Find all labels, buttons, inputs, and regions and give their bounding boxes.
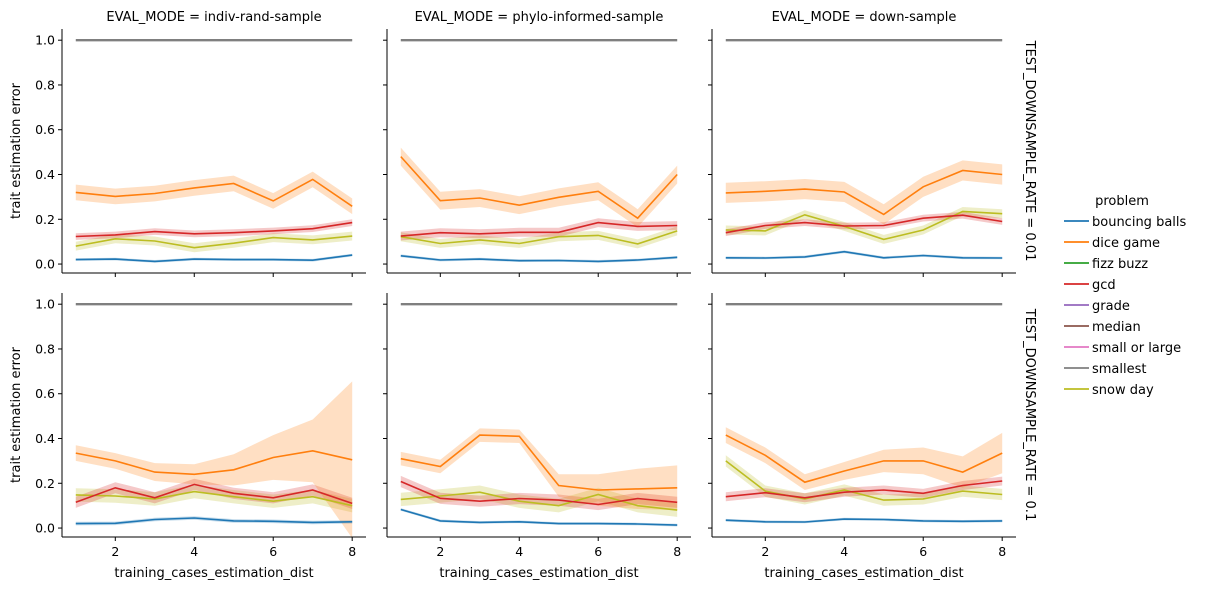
x-axis-title: training_cases_estimation_dist: [114, 566, 313, 581]
y-tick-label: 0.0: [35, 257, 55, 272]
series-line-snow-day: [725, 210, 1003, 241]
y-tick-label: 0.8: [35, 341, 55, 356]
confidence-band-gcd: [75, 219, 353, 240]
x-tick-label: 2: [436, 544, 444, 559]
series-line-gcd: [725, 480, 1003, 499]
x-tick-label: 2: [111, 544, 119, 559]
legend: problem bouncing balls dice game fizz buzz g…: [1064, 194, 1187, 398]
series-line-gcd: [400, 480, 678, 506]
y-tick-label: 1.0: [35, 33, 55, 48]
y-tick-label: 0.2: [35, 476, 55, 491]
x-tick-label: 2: [761, 544, 769, 559]
panel: 2 4 6 8 training_cases_estimation_dist: [708, 293, 1016, 581]
y-tick-label: 0.4: [35, 431, 55, 446]
confidence-band-dice-game: [400, 147, 678, 228]
confidence-band-bouncing-balls: [75, 516, 353, 526]
x-tick-label: 8: [998, 544, 1006, 559]
legend-label: median: [1092, 320, 1141, 335]
confidence-band-snow-day: [725, 207, 1003, 244]
legend-label: smallest: [1092, 362, 1147, 377]
confidence-band-bouncing-balls: [75, 253, 353, 263]
series-line-dice-game: [75, 178, 353, 207]
x-tick-label: 6: [594, 544, 602, 559]
legend-label: gcd: [1092, 278, 1116, 293]
y-axis-title: trait estimation error: [9, 82, 24, 219]
confidence-band-bouncing-balls: [400, 254, 678, 263]
confidence-band-snow-day: [75, 231, 353, 253]
column-title: EVAL_MODE = indiv-rand-sample: [106, 10, 321, 25]
panel: 0.0 0.2 0.4 0.6 0.8 1.0 trait estimation error: [9, 29, 366, 277]
y-tick-label: 1.0: [35, 297, 55, 312]
series-line-snow-day: [725, 460, 1003, 501]
column-title: EVAL_MODE = phylo-informed-sample: [415, 10, 664, 25]
confidence-band-snow-day: [400, 226, 678, 249]
series-line-dice-game: [725, 434, 1003, 484]
series-line-bouncing-balls: [400, 255, 678, 263]
legend-label: small or large: [1092, 341, 1181, 356]
y-tick-label: 0.6: [35, 122, 55, 137]
legend-label: bouncing balls: [1092, 215, 1187, 230]
series-line-bouncing-balls: [725, 250, 1003, 259]
column-title: EVAL_MODE = down-sample: [772, 10, 957, 25]
series-line-gcd: [75, 483, 353, 505]
confidence-band-dice-game: [75, 381, 353, 539]
y-tick-label: 0.2: [35, 212, 55, 227]
panel: [708, 29, 1016, 277]
x-axis-title: training_cases_estimation_dist: [439, 566, 638, 581]
x-axis-title: training_cases_estimation_dist: [764, 566, 963, 581]
y-tick-label: 0.8: [35, 77, 55, 92]
y-tick-label: 0.0: [35, 521, 55, 536]
legend-label: grade: [1092, 299, 1130, 314]
legend-title: problem: [1095, 194, 1149, 209]
series-line-snow-day: [75, 235, 353, 249]
y-tick-label: 0.6: [35, 386, 55, 401]
x-tick-label: 6: [919, 544, 927, 559]
series-line-dice-game: [725, 169, 1003, 216]
series-line-dice-game: [75, 449, 353, 476]
panel: 2 4 6 8 training_cases_estimation_dist: [383, 293, 691, 581]
y-axis-title: trait estimation error: [9, 346, 24, 483]
series-line-bouncing-balls: [75, 254, 353, 263]
x-tick-label: 4: [190, 544, 198, 559]
confidence-band-dice-game: [725, 160, 1003, 225]
legend-label: snow day: [1092, 383, 1154, 398]
legend-label: fizz buzz: [1092, 257, 1148, 272]
series-line-snow-day: [400, 230, 678, 245]
legend-label: dice game: [1092, 236, 1160, 251]
series-line-gcd: [725, 214, 1003, 234]
confidence-band-gcd: [400, 475, 678, 511]
series-line-snow-day: [400, 491, 678, 511]
x-tick-label: 4: [515, 544, 523, 559]
series-line-dice-game: [400, 156, 678, 220]
panel: 2 4 6 8 0.0 0.2 0.4 0.6 0.8 1.0 training_cases_est…: [9, 293, 366, 581]
row-title: TEST_DOWNSAMPLE_RATE = 0.01: [1022, 40, 1037, 262]
confidence-band-snow-day: [725, 455, 1003, 506]
series-line-snow-day: [75, 490, 353, 507]
x-tick-label: 6: [269, 544, 277, 559]
series-line-dice-game: [400, 434, 678, 491]
confidence-band-dice-game: [75, 171, 353, 215]
row-title: TEST_DOWNSAMPLE_RATE = 0.1: [1022, 308, 1037, 521]
y-tick-label: 0.4: [35, 167, 55, 182]
series-line-gcd: [75, 221, 353, 238]
series-line-gcd: [400, 221, 678, 237]
x-tick-label: 8: [348, 544, 356, 559]
confidence-band-snow-day: [75, 484, 353, 513]
panel: [383, 29, 691, 277]
x-tick-label: 8: [673, 544, 681, 559]
confidence-band-dice-game: [725, 427, 1003, 490]
series-line-bouncing-balls: [75, 517, 353, 525]
x-tick-label: 4: [840, 544, 848, 559]
series-line-bouncing-balls: [725, 518, 1003, 523]
series-line-bouncing-balls: [400, 508, 678, 526]
